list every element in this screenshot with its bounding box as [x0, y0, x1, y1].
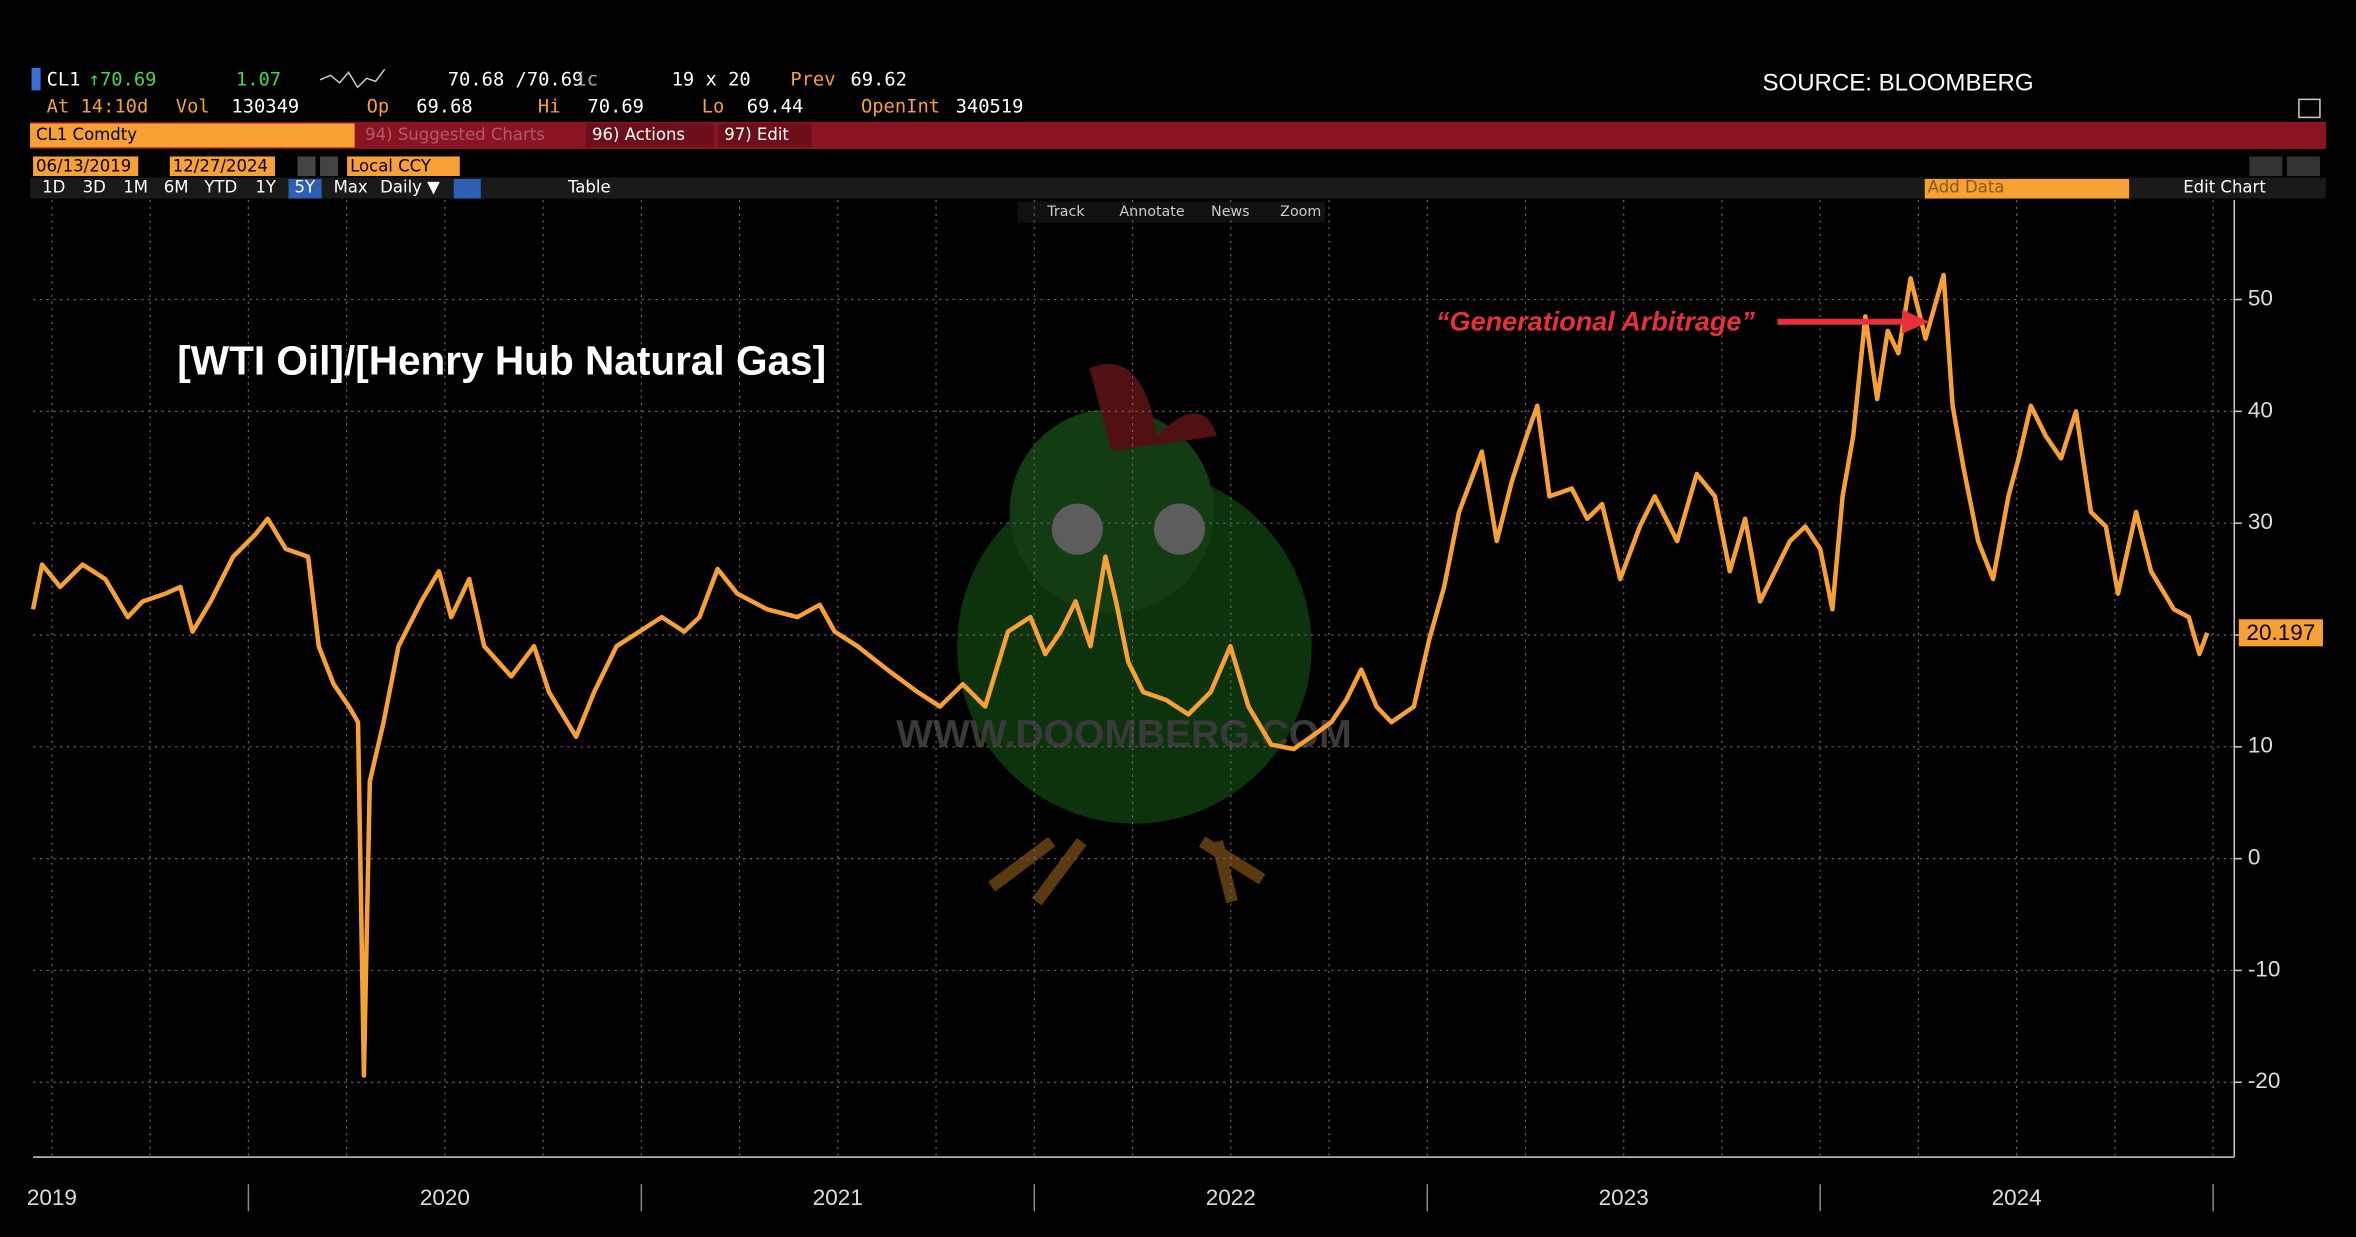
prev: 69.62 — [850, 69, 907, 90]
tool[interactable]: News — [1211, 204, 1250, 220]
bid-ask-suffix: ic — [575, 69, 598, 90]
start-date[interactable]: 06/13/2019 — [36, 156, 131, 175]
suggested-charts[interactable]: 94) Suggested Charts — [365, 125, 545, 144]
export-icon[interactable] — [2298, 98, 2321, 119]
period-bar — [30, 177, 2326, 199]
period[interactable]: 1Y — [255, 178, 277, 197]
size: 19 x 20 — [672, 69, 751, 90]
y-tick-label: 10 — [2248, 733, 2273, 758]
actions-button[interactable] — [585, 123, 714, 148]
tool[interactable]: Annotate — [1119, 204, 1184, 220]
prev-button[interactable] — [297, 156, 316, 176]
open: 69.68 — [416, 96, 473, 117]
next-button[interactable] — [320, 156, 339, 176]
series-line — [30, 272, 2210, 1078]
mascot-body — [957, 468, 1312, 824]
chart-title: [WTI Oil]/[Henry Hub Natural Gas] — [177, 338, 826, 384]
tool[interactable]: Zoom — [1280, 204, 1321, 220]
line-style-button[interactable] — [453, 179, 481, 199]
y-tick-label: -10 — [2248, 956, 2281, 981]
x-tick-label: 2020 — [420, 1185, 470, 1210]
add-data[interactable]: Add Data — [1928, 178, 2005, 197]
prev-label: Prev — [790, 69, 835, 90]
last-value-tag — [2238, 619, 2323, 647]
watermark: WWW.DOOMBERG.COM — [896, 713, 1351, 756]
period[interactable]: Max — [334, 178, 368, 197]
frequency[interactable]: Daily ▼ — [380, 178, 440, 197]
end-date[interactable]: 12/27/2024 — [173, 156, 268, 175]
net-change: 1.07 — [236, 69, 281, 90]
source: SOURCE: BLOOMBERG — [1762, 70, 2033, 97]
security: CL1 Comdty — [36, 125, 137, 144]
vol: 130349 — [231, 96, 299, 117]
security-field[interactable] — [30, 123, 355, 148]
watermark-mascot — [957, 363, 1312, 906]
plot: -20-100102030405020192020202120222023202… — [27, 200, 2323, 1212]
y-tick-label: 0 — [2248, 845, 2261, 870]
tool-bar — [1017, 201, 1326, 223]
x-tick-label: 2021 — [813, 1185, 863, 1210]
mascot-eye — [1051, 503, 1103, 555]
redo-button[interactable] — [2286, 156, 2320, 176]
add-data-field[interactable] — [1924, 179, 2130, 199]
bid-ask: 70.68 /70.69 — [448, 69, 584, 90]
annotation-arrowhead — [1902, 309, 1930, 334]
x-tick-label: 2019 — [27, 1185, 77, 1210]
start-date-field[interactable] — [33, 156, 139, 176]
edit-chart[interactable]: Edit Chart — [2183, 178, 2266, 197]
period[interactable]: 5Y — [295, 178, 317, 197]
oi-label: OpenInt — [861, 96, 940, 117]
mascot-feet — [988, 836, 1266, 906]
ticker-marker — [31, 67, 41, 91]
period[interactable]: 6M — [164, 178, 189, 197]
high: 70.69 — [587, 96, 644, 117]
table[interactable]: Table — [567, 178, 611, 197]
x-tick-label: 2022 — [1206, 1185, 1256, 1210]
end-date-field[interactable] — [169, 156, 275, 176]
edit[interactable]: 97) Edit — [724, 125, 789, 144]
period[interactable]: 1M — [123, 178, 148, 197]
y-tick-label: 40 — [2248, 397, 2273, 422]
x-tick-label: 2024 — [1992, 1185, 2042, 1210]
actions[interactable]: 96) Actions — [592, 125, 685, 144]
edit-button[interactable] — [718, 123, 812, 148]
time: At 14:10d — [47, 96, 149, 117]
y-tick-label: -20 — [2248, 1068, 2281, 1093]
mascot-comb — [1089, 363, 1218, 451]
high-label: Hi — [538, 96, 561, 117]
selected-period — [288, 179, 322, 199]
x-tick-label: 2023 — [1599, 1185, 1649, 1210]
period[interactable]: 3D — [83, 178, 106, 197]
currency-field[interactable] — [347, 156, 460, 176]
period[interactable]: YTD — [203, 178, 237, 197]
mascot-eye — [1153, 503, 1206, 555]
command-bar — [30, 121, 2326, 149]
sparkline — [319, 68, 386, 89]
oi: 340519 — [956, 96, 1024, 117]
period[interactable]: 1D — [42, 178, 65, 197]
tool[interactable]: Track — [1046, 204, 1085, 220]
y-tick-label: 30 — [2248, 509, 2273, 534]
undo-button[interactable] — [2249, 156, 2283, 176]
low: 69.44 — [747, 96, 804, 117]
mascot-head — [1009, 408, 1215, 614]
open-label: Op — [367, 96, 390, 117]
ticker: CL1 — [47, 69, 81, 90]
y-tick-label: 50 — [2248, 286, 2273, 311]
currency[interactable]: Local CCY — [350, 156, 432, 175]
last-price: ↑70.69 — [89, 69, 157, 90]
low-label: Lo — [702, 96, 725, 117]
vol-label: Vol — [176, 96, 210, 117]
last-value-label: 20.197 — [2246, 620, 2315, 645]
annotation: “Generational Arbitrage” — [1436, 306, 1755, 336]
